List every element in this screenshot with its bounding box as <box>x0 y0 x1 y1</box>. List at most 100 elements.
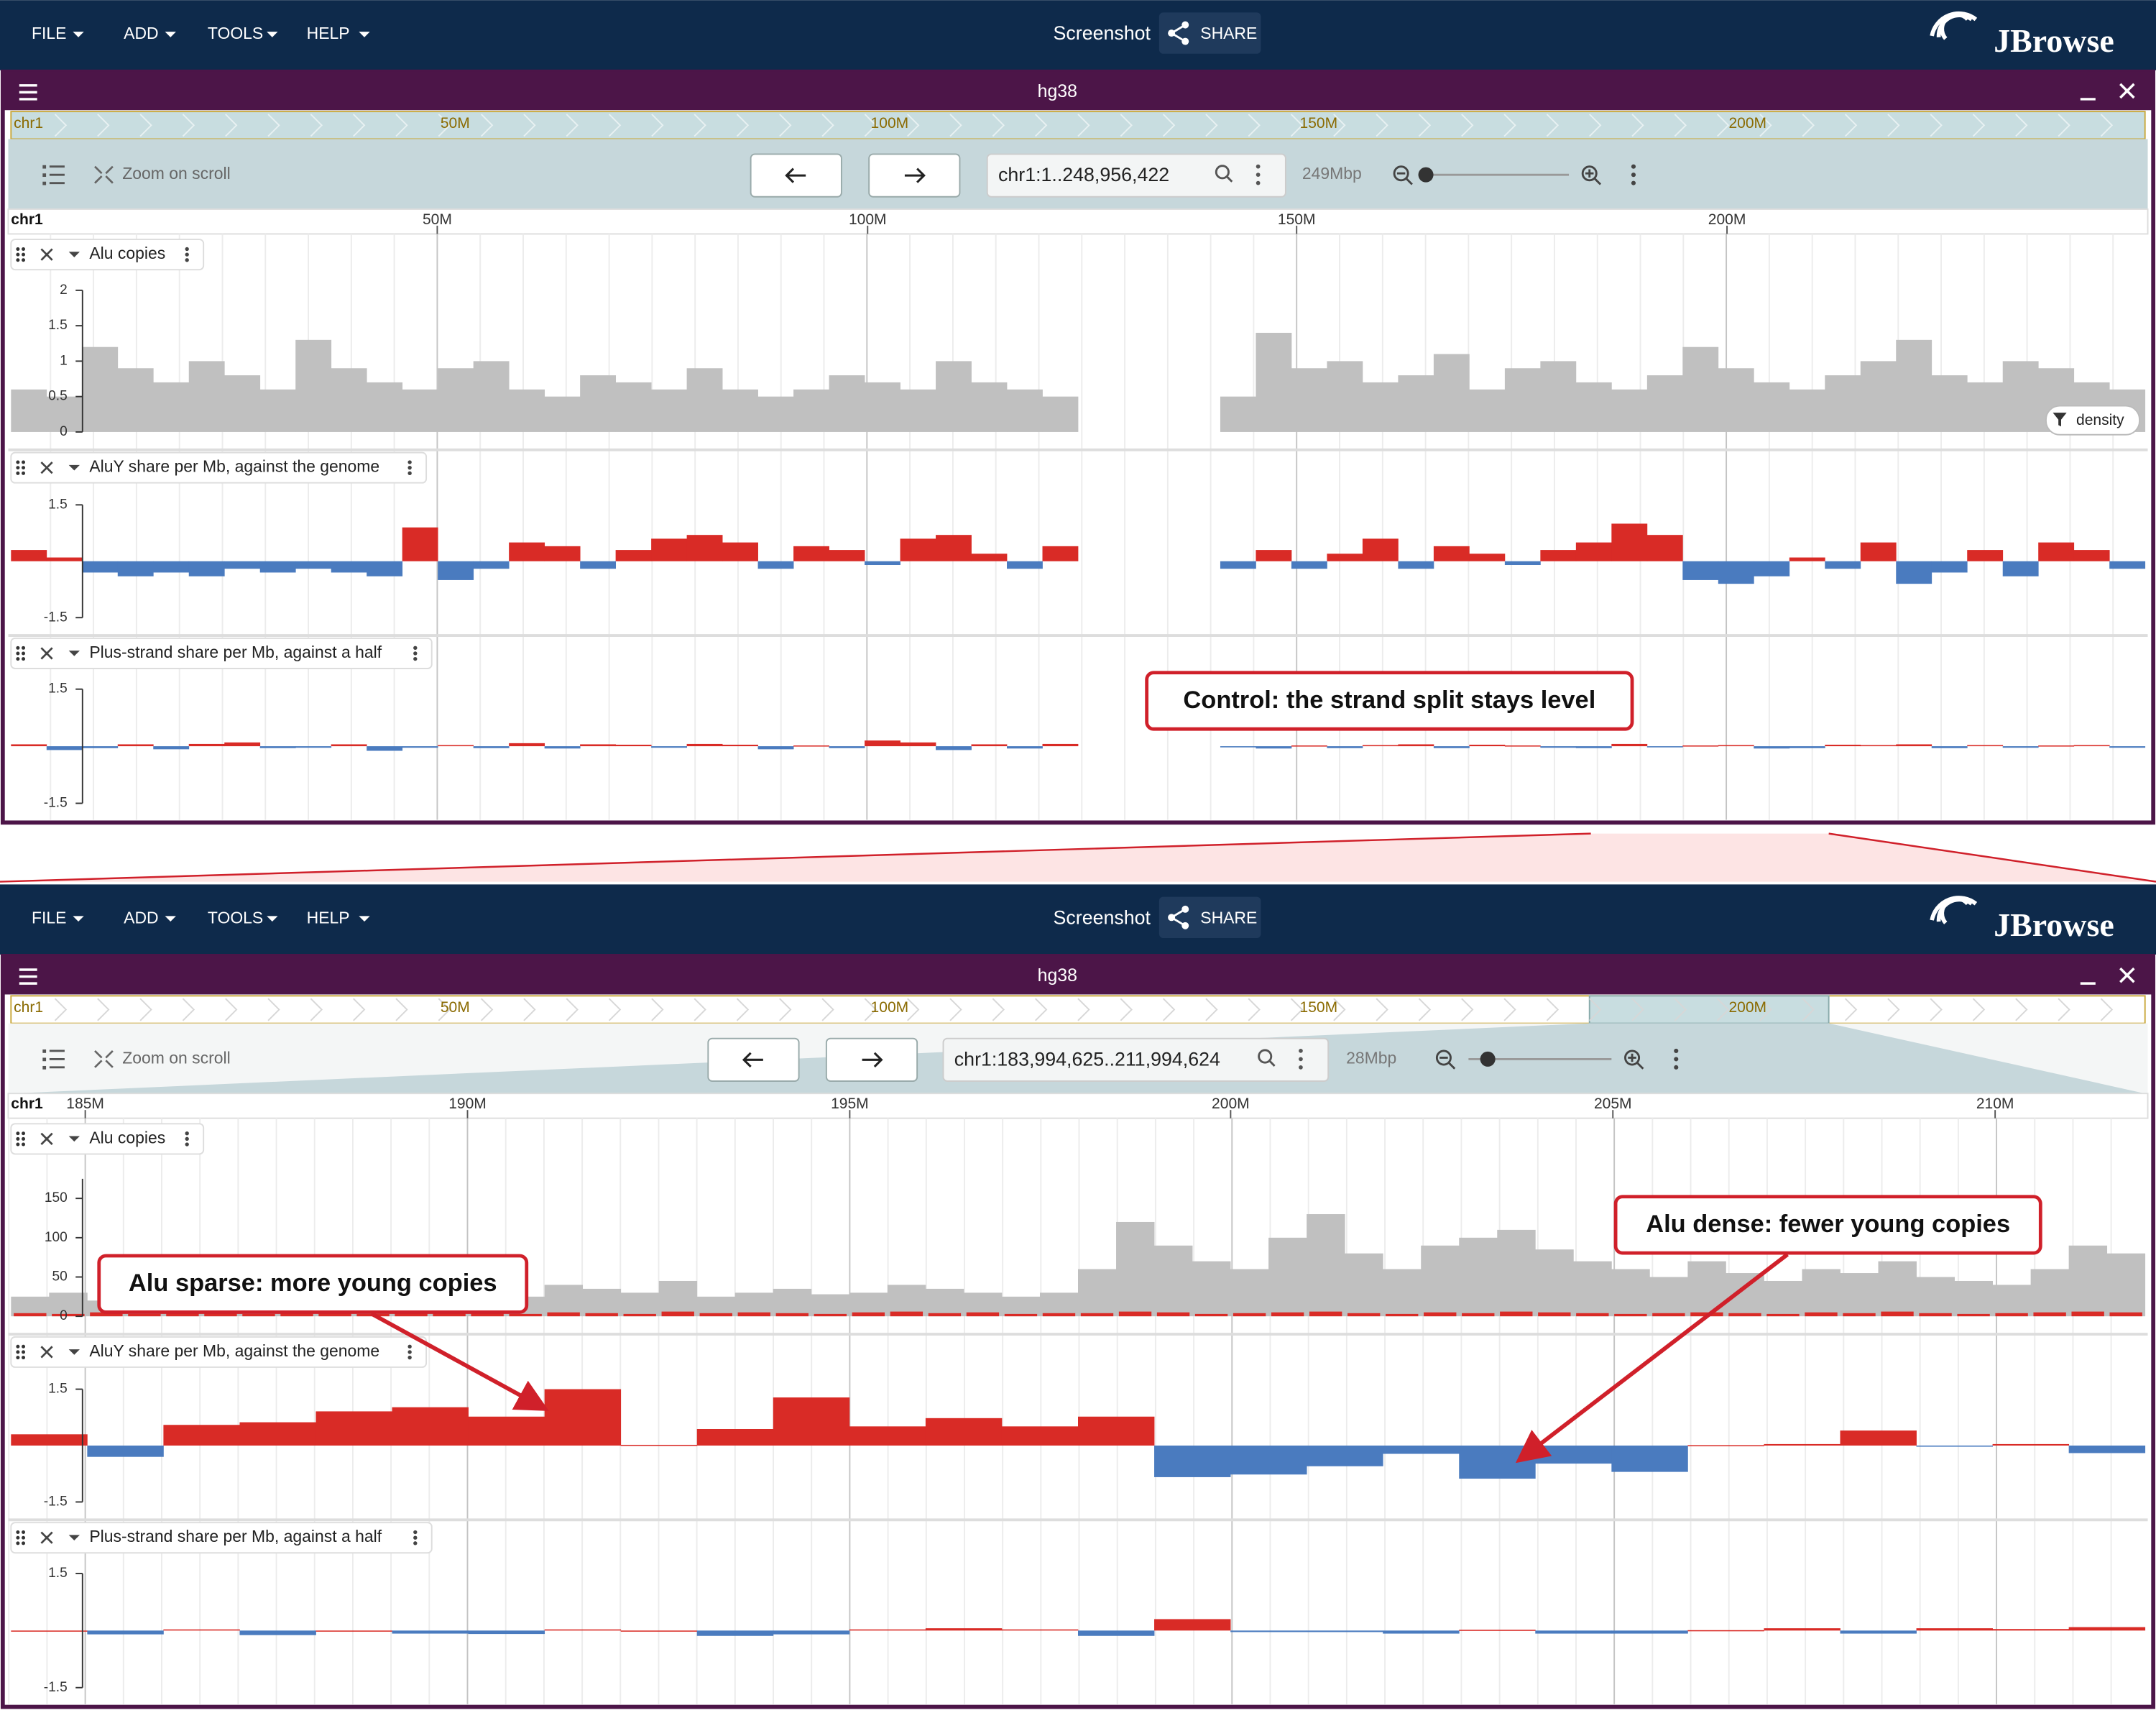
drag-handle-dot[interactable] <box>22 1350 26 1354</box>
zoom-scroll-icon[interactable] <box>94 165 114 184</box>
menu-button[interactable]: HELP <box>307 908 370 927</box>
drag-handle-dot[interactable] <box>22 1535 26 1540</box>
location-box[interactable]: chr1:183,994,625..211,994,624 <box>942 1037 1330 1082</box>
zoom-in-icon[interactable] <box>1624 1049 1641 1066</box>
menu-button[interactable]: FILE <box>32 24 84 42</box>
track-menu-dot[interactable] <box>185 1136 189 1141</box>
drag-handle-dot[interactable] <box>16 460 20 464</box>
drag-handle-dot[interactable] <box>22 471 26 475</box>
menu-button[interactable]: TOOLS <box>208 908 278 927</box>
drag-handle-dot[interactable] <box>16 1535 20 1540</box>
view-menu-dot[interactable] <box>1631 180 1636 185</box>
menu-button[interactable]: ADD <box>124 24 176 42</box>
drag-handle-dot[interactable] <box>22 252 26 257</box>
track-menu-dot[interactable] <box>185 258 189 262</box>
zoom-in-icon[interactable] <box>1581 165 1598 182</box>
back-button[interactable] <box>707 1037 800 1082</box>
drag-handle-dot[interactable] <box>22 247 26 251</box>
track-menu-dot[interactable] <box>407 471 412 476</box>
track-close-icon[interactable] <box>40 647 53 660</box>
drag-handle-dot[interactable] <box>16 1344 20 1349</box>
menu-button[interactable]: TOOLS <box>208 24 278 42</box>
zoom-scroll-icon[interactable] <box>94 1049 114 1068</box>
drag-handle-dot[interactable] <box>22 1530 26 1535</box>
drag-handle-dot[interactable] <box>22 1356 26 1360</box>
drag-handle-dot[interactable] <box>22 1541 26 1545</box>
view-menu-dot[interactable] <box>1674 1065 1679 1070</box>
drag-handle-dot[interactable] <box>22 1142 26 1147</box>
drag-handle-dot[interactable] <box>16 651 20 656</box>
track-menu-caret[interactable] <box>68 1349 80 1355</box>
forward-button[interactable] <box>825 1037 918 1082</box>
zoom-out-icon[interactable] <box>1435 1049 1452 1066</box>
drag-handle-dot[interactable] <box>22 646 26 650</box>
drag-handle-dot[interactable] <box>16 466 20 470</box>
track-close-icon[interactable] <box>40 1531 53 1544</box>
drag-handle-dot[interactable] <box>16 657 20 661</box>
forward-button[interactable] <box>868 153 961 198</box>
drag-handle-dot[interactable] <box>22 1131 26 1136</box>
track-menu-caret[interactable] <box>68 464 80 471</box>
back-button[interactable] <box>750 153 842 198</box>
track-menu-caret[interactable] <box>68 651 80 656</box>
menu-button[interactable]: ADD <box>124 908 176 927</box>
drag-handle-dot[interactable] <box>22 1136 26 1141</box>
track-menu-dot[interactable] <box>413 1530 418 1535</box>
drag-handle-dot[interactable] <box>16 1530 20 1535</box>
view-menu-dot[interactable] <box>1631 173 1636 178</box>
drag-handle-dot[interactable] <box>16 252 20 257</box>
menu-button[interactable]: FILE <box>32 908 84 927</box>
track-menu-dot[interactable] <box>413 1535 418 1540</box>
drag-handle-dot[interactable] <box>16 1541 20 1545</box>
track-menu-caret[interactable] <box>68 252 80 257</box>
drag-handle-dot[interactable] <box>16 1356 20 1360</box>
drag-handle-dot[interactable] <box>16 258 20 262</box>
drag-handle-dot[interactable] <box>16 1136 20 1141</box>
track-menu-dot[interactable] <box>407 1350 412 1354</box>
drag-handle-dot[interactable] <box>16 1131 20 1136</box>
drag-handle-dot[interactable] <box>16 1350 20 1354</box>
drag-handle-dot[interactable] <box>22 1344 26 1349</box>
drag-handle-dot[interactable] <box>16 1142 20 1147</box>
drag-handle-dot[interactable] <box>22 651 26 656</box>
track-close-icon[interactable] <box>40 461 53 474</box>
menu-button[interactable]: HELP <box>307 24 370 42</box>
track-menu-dot[interactable] <box>407 460 412 464</box>
drag-handle-dot[interactable] <box>16 646 20 650</box>
zoom-slider-thumb[interactable] <box>1480 1051 1496 1067</box>
drag-handle-dot[interactable] <box>22 657 26 661</box>
view-menu-dot[interactable] <box>1674 1057 1679 1062</box>
track-menu-dot[interactable] <box>407 1355 412 1360</box>
track-menu-caret[interactable] <box>68 1136 80 1142</box>
track-menu-caret[interactable] <box>68 1535 80 1541</box>
density-badge[interactable]: density <box>2045 405 2140 436</box>
track-menu-dot[interactable] <box>185 1142 189 1147</box>
share-button[interactable]: SHARE <box>1158 12 1261 54</box>
close-icon[interactable] <box>2119 83 2135 99</box>
track-menu-dot[interactable] <box>413 651 418 656</box>
view-menu-dot[interactable] <box>1631 164 1636 169</box>
track-menu-dot[interactable] <box>185 1131 189 1136</box>
track-menu-dot[interactable] <box>413 646 418 650</box>
share-button[interactable]: SHARE <box>1158 896 1261 939</box>
track-menu-dot[interactable] <box>407 465 412 470</box>
location-box[interactable]: chr1:1..248,956,422 <box>986 153 1286 198</box>
track-menu-dot[interactable] <box>413 656 418 661</box>
track-close-icon[interactable] <box>40 1346 53 1359</box>
data-bar <box>392 1630 469 1634</box>
track-menu-dot[interactable] <box>185 247 189 252</box>
track-menu-dot[interactable] <box>413 1541 418 1545</box>
view-menu-dot[interactable] <box>1674 1048 1679 1053</box>
drag-handle-dot[interactable] <box>22 460 26 464</box>
zoom-out-icon[interactable] <box>1393 165 1409 182</box>
track-menu-dot[interactable] <box>185 252 189 257</box>
zoom-slider-thumb[interactable] <box>1418 167 1434 183</box>
track-close-icon[interactable] <box>40 1132 53 1145</box>
drag-handle-dot[interactable] <box>16 247 20 251</box>
drag-handle-dot[interactable] <box>22 258 26 262</box>
close-icon[interactable] <box>2119 967 2135 983</box>
track-menu-dot[interactable] <box>407 1344 412 1349</box>
drag-handle-dot[interactable] <box>16 471 20 475</box>
track-close-icon[interactable] <box>40 248 53 261</box>
drag-handle-dot[interactable] <box>22 466 26 470</box>
